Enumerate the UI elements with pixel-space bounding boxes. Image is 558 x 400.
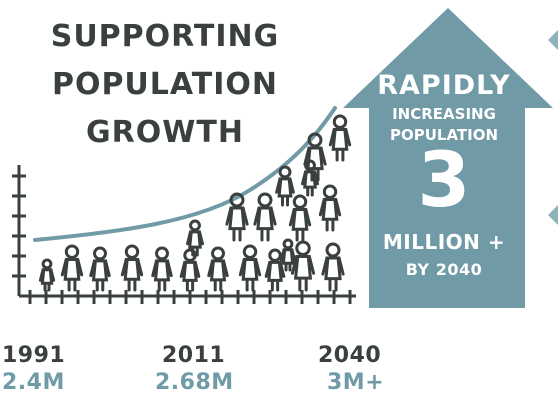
person-icon (60, 244, 84, 292)
title-line-3: GROWTH (86, 115, 244, 150)
person-icon (279, 238, 297, 272)
person-icon (207, 246, 229, 292)
person-icon (120, 244, 144, 292)
person-icon (328, 114, 352, 162)
person-icon (151, 246, 173, 292)
arrow-population: POPULATION (389, 126, 499, 144)
population-label-2040: 3M+ (327, 370, 385, 395)
y-axis (12, 165, 26, 296)
person-icon (225, 192, 249, 242)
person-icon (321, 242, 345, 292)
population-label-1991: 2.4M (2, 370, 65, 395)
people-group (38, 114, 352, 292)
year-label-1991: 1991 (2, 343, 66, 368)
year-label-2040: 2040 (318, 343, 382, 368)
person-icon (303, 132, 327, 182)
person-icon (264, 248, 286, 292)
person-icon (253, 192, 277, 242)
title-line-1: SUPPORTING (50, 19, 280, 54)
arrow-increasing: INCREASING (392, 105, 496, 123)
person-icon (38, 258, 56, 292)
arrow-rapidly: RAPIDLY (377, 70, 511, 101)
arrow-million: MILLION + (382, 230, 506, 254)
person-icon (89, 246, 111, 292)
person-icon (275, 165, 295, 207)
person-icon (290, 240, 316, 292)
person-icon (179, 248, 201, 292)
title-line-2: POPULATION (51, 67, 279, 102)
person-icon (288, 194, 312, 242)
x-axis (19, 290, 356, 304)
right-edge-shape (548, 30, 558, 225)
population-label-2011: 2.68M (155, 370, 234, 395)
person-icon (186, 219, 204, 257)
arrow-number: 3 (417, 135, 471, 224)
person-icon (301, 159, 319, 197)
up-arrow-shape (343, 8, 553, 308)
year-label-2011: 2011 (162, 343, 226, 368)
person-icon (238, 244, 262, 292)
person-icon (318, 184, 342, 232)
arrow-by-year: BY 2040 (405, 260, 483, 279)
